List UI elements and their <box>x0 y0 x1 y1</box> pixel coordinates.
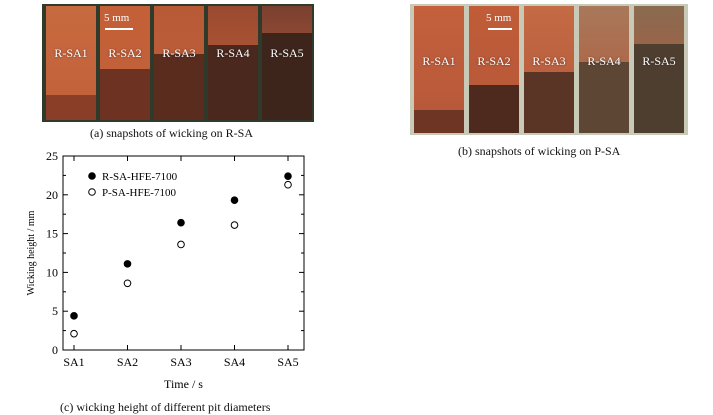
wetted-region <box>100 68 150 120</box>
caption-a: (a) snapshots of wicking on R-SA <box>90 126 253 140</box>
sample-label: R-SA5 <box>270 46 304 60</box>
wetted-region <box>634 44 684 133</box>
sample-label: R-SA4 <box>216 46 250 60</box>
panel-a: R-SA1 R-SA2 R-SA3 R-SA4 R-SA5 5 mm (a) snaps… <box>0 0 340 140</box>
x-tick-label: SA2 <box>117 355 138 369</box>
x-tick-label: SA1 <box>63 355 84 369</box>
sample-5: R-SA5 <box>262 6 312 120</box>
wetted-region <box>414 110 464 133</box>
wetted-region <box>208 44 258 120</box>
sample-label: R-SA1 <box>54 46 88 60</box>
scale-bar <box>105 28 133 30</box>
wetted-region <box>46 94 96 120</box>
panel-b: R-SA1 R-SA2 R-SA3 R-SA4 R-SA5 5 mm (b) snaps… <box>400 0 713 165</box>
sample-1: R-SA1 <box>46 6 96 120</box>
wetted-region <box>262 33 312 120</box>
legend-marker <box>88 172 96 180</box>
x-tick-label: SA3 <box>170 355 191 369</box>
legend-marker <box>88 188 96 196</box>
sample-label: R-SA1 <box>422 54 456 68</box>
photo-r-sa: R-SA1 R-SA2 R-SA3 R-SA4 R-SA5 5 mm <box>42 4 314 122</box>
y-tick-label: 0 <box>52 343 58 357</box>
point-r-sa <box>177 218 185 227</box>
x-axis-label: Time / s <box>164 377 203 391</box>
point-p-sa <box>70 329 78 338</box>
sample-3: R-SA3 <box>524 6 574 133</box>
point-r-sa <box>70 312 78 320</box>
y-tick-label: 15 <box>46 227 58 241</box>
point-p-sa <box>284 180 292 189</box>
sample-label: R-SA5 <box>642 54 676 68</box>
point-p-sa <box>123 279 132 288</box>
y-tick-label: 20 <box>46 188 58 202</box>
point-p-sa <box>230 221 239 229</box>
wetted-region <box>579 61 629 133</box>
x-tick-label: SA5 <box>277 355 298 369</box>
sample-3: R-SA3 <box>154 6 204 120</box>
point-p-sa <box>177 240 185 249</box>
scale-bar <box>488 28 512 30</box>
scale-label: 5 mm <box>486 12 512 24</box>
scale-label: 5 mm <box>104 12 130 24</box>
y-tick-label: 10 <box>46 265 58 279</box>
wetted-region <box>524 72 574 133</box>
sample-label: R-SA2 <box>108 46 142 60</box>
y-tick-label: 5 <box>52 304 58 318</box>
sample-label: R-SA3 <box>532 54 566 68</box>
sample-label: R-SA3 <box>162 46 196 60</box>
x-tick-label: SA4 <box>224 355 245 369</box>
y-axis-label: Wicking height / mm <box>26 210 37 295</box>
sample-2: R-SA2 <box>100 6 150 120</box>
point-r-sa <box>284 172 292 180</box>
photo-p-sa: R-SA1 R-SA2 R-SA3 R-SA4 R-SA5 5 mm <box>410 4 688 135</box>
wetted-region <box>469 84 519 133</box>
caption-b: (b) snapshots of wicking on P-SA <box>458 144 621 158</box>
sample-4: R-SA4 <box>579 6 629 133</box>
caption-c: (c) wicking height of different pit diam… <box>60 400 271 414</box>
sample-label: R-SA2 <box>477 54 511 68</box>
sample-2: R-SA2 <box>469 6 519 133</box>
sample-1: R-SA1 <box>414 6 464 133</box>
point-r-sa <box>123 260 132 268</box>
sample-5: R-SA5 <box>634 6 684 133</box>
sample-label: R-SA4 <box>587 54 621 68</box>
legend-label: P-SA-HFE-7100 <box>102 187 176 199</box>
legend-label: R-SA-HFE-7100 <box>102 171 178 183</box>
wetted-region <box>154 53 204 120</box>
sample-4: R-SA4 <box>208 6 258 120</box>
point-r-sa <box>230 196 239 205</box>
y-tick-label: 25 <box>46 149 58 163</box>
plot-frame <box>62 155 305 351</box>
